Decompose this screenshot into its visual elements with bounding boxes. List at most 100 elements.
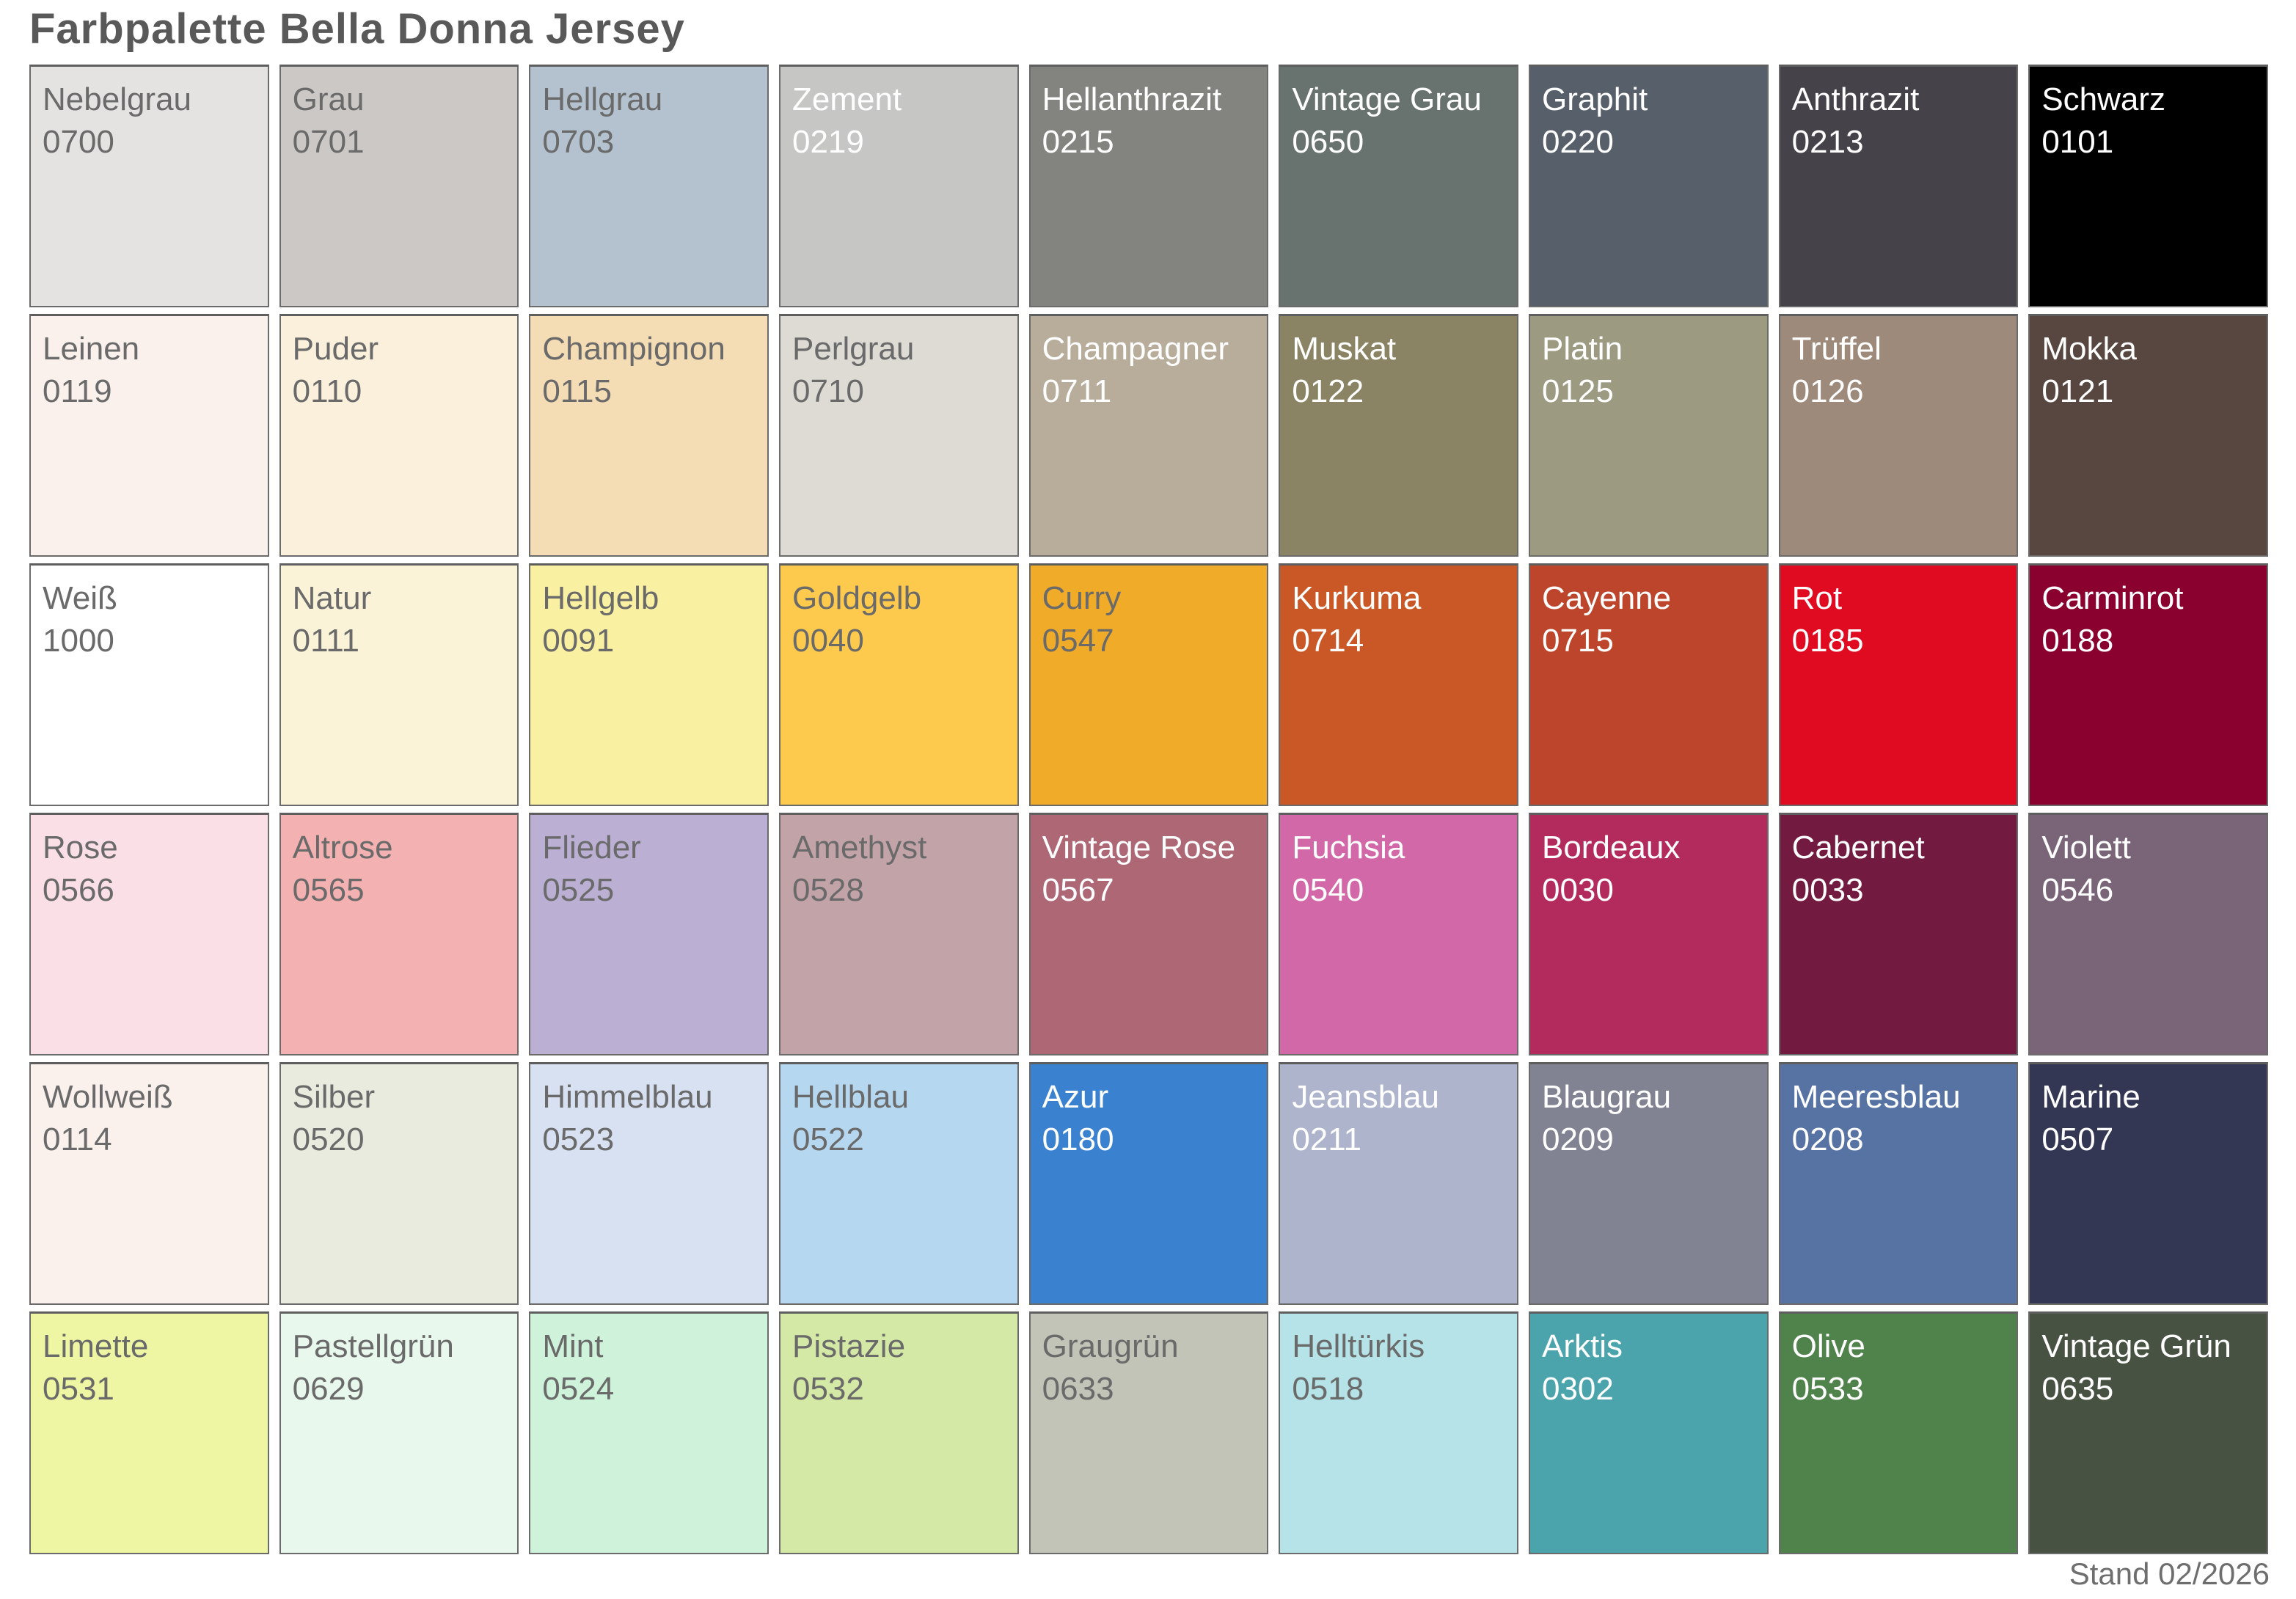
swatch-code: 0522	[791, 1122, 864, 1157]
swatch-hellblau: Hellblau 0522	[778, 1062, 1019, 1305]
swatch-name: Hellgelb	[542, 580, 659, 616]
swatch-code: 0213	[1791, 124, 1864, 160]
swatch-blaugrau: Blaugrau 0209	[1528, 1062, 1769, 1305]
swatch-name: Azur	[1042, 1079, 1109, 1115]
swatch-name: Bordeaux	[1541, 830, 1681, 866]
swatch-name: Fuchsia	[1292, 830, 1405, 866]
swatch-natur: Natur 0111	[279, 563, 519, 806]
swatch-altrose: Altrose 0565	[279, 813, 519, 1055]
swatch-anthrazit: Anthrazit 0213	[1778, 65, 2019, 307]
swatch-name: Perlgrau	[791, 331, 915, 367]
swatch-name: Pastellgrün	[292, 1328, 454, 1364]
swatch-name: Zement	[791, 81, 902, 117]
swatch-perlgrau: Perlgrau 0710	[778, 314, 1019, 557]
swatch-code: 0532	[791, 1371, 864, 1407]
swatch-name: Natur	[292, 580, 372, 616]
swatch-vintage-gruen: Vintage Grün 0635	[2028, 1311, 2268, 1554]
swatch-code: 0114	[43, 1122, 112, 1157]
swatch-champagner: Champagner 0711	[1028, 314, 1269, 557]
swatch-jeansblau: Jeansblau 0211	[1279, 1062, 1518, 1305]
page-title: Farbpalette Bella Donna Jersey	[29, 5, 685, 53]
swatch-code: 0030	[1541, 872, 1614, 908]
swatch-name: Wollweiß	[43, 1079, 173, 1115]
swatch-name: Olive	[1791, 1328, 1865, 1364]
swatch-bordeaux: Bordeaux 0030	[1528, 813, 1769, 1055]
swatch-name: Pistazie	[791, 1328, 906, 1364]
swatch-code: 0565	[292, 872, 365, 908]
swatch-platin: Platin 0125	[1528, 314, 1769, 557]
swatch-code: 0219	[791, 124, 864, 160]
swatch-zement: Zement 0219	[778, 65, 1019, 307]
swatch-code: 0115	[542, 373, 612, 409]
swatch-hellgrau: Hellgrau 0703	[529, 65, 769, 307]
swatch-code: 0507	[2041, 1122, 2114, 1157]
swatch-code: 0126	[1791, 373, 1864, 409]
swatch-flieder: Flieder 0525	[529, 813, 769, 1055]
swatch-goldgelb: Goldgelb 0040	[778, 563, 1019, 806]
swatch-name: Graphit	[1541, 81, 1648, 117]
swatch-name: Platin	[1541, 331, 1623, 367]
swatch-azur: Azur 0180	[1028, 1062, 1269, 1305]
swatch-code: 0710	[791, 373, 864, 409]
swatch-name: Marine	[2041, 1079, 2140, 1115]
swatch-mokka: Mokka 0121	[2028, 314, 2268, 557]
swatch-code: 0714	[1292, 623, 1364, 659]
swatch-helltuerkis: Helltürkis 0518	[1279, 1311, 1518, 1554]
swatch-code: 0185	[1791, 623, 1864, 659]
swatch-name: Hellblau	[791, 1079, 909, 1115]
swatch-name: Curry	[1042, 580, 1122, 616]
swatch-name: Graugrün	[1042, 1328, 1179, 1364]
swatch-name: Himmelblau	[542, 1079, 713, 1115]
swatch-carminrot: Carminrot 0188	[2028, 563, 2268, 806]
swatch-code: 0701	[292, 124, 365, 160]
swatch-code: 0125	[1541, 373, 1614, 409]
swatch-wollweiss: Wollweiß 0114	[29, 1062, 269, 1305]
swatch-name: Limette	[43, 1328, 149, 1364]
swatch-vintage-rose: Vintage Rose 0567	[1028, 813, 1269, 1055]
swatch-code: 0215	[1042, 124, 1114, 160]
swatch-name: Hellgrau	[542, 81, 663, 117]
swatch-marine: Marine 0507	[2028, 1062, 2268, 1305]
swatch-amethyst: Amethyst 0528	[778, 813, 1019, 1055]
swatch-code: 0091	[542, 623, 615, 659]
swatch-code: 0531	[43, 1371, 114, 1407]
swatch-name: Blaugrau	[1541, 1079, 1672, 1115]
swatch-code: 0302	[1541, 1371, 1614, 1407]
swatch-code: 0715	[1541, 623, 1614, 659]
swatch-code: 0110	[292, 373, 362, 409]
swatch-code: 0520	[292, 1122, 365, 1157]
swatch-name: Nebelgrau	[43, 81, 192, 117]
swatch-violett: Violett 0546	[2028, 813, 2268, 1055]
swatch-name: Amethyst	[791, 830, 927, 866]
swatch-code: 0122	[1292, 373, 1364, 409]
palette-grid: Nebelgrau 0700 Grau 0701 Hellgrau 0703 Zement 0…	[29, 65, 2268, 1554]
swatch-name: Leinen	[43, 331, 140, 367]
swatch-curry: Curry 0547	[1028, 563, 1269, 806]
swatch-name: Silber	[292, 1079, 376, 1115]
swatch-code: 0700	[43, 124, 114, 160]
swatch-pastellgruen: Pastellgrün 0629	[279, 1311, 519, 1554]
swatch-graphit: Graphit 0220	[1528, 65, 1769, 307]
swatch-name: Grau	[292, 81, 365, 117]
swatch-name: Champagner	[1042, 331, 1229, 367]
swatch-code: 0533	[1791, 1371, 1864, 1407]
swatch-code: 0703	[542, 124, 615, 160]
swatch-code: 0546	[2041, 872, 2114, 908]
swatch-meeresblau: Meeresblau 0208	[1778, 1062, 2019, 1305]
swatch-name: Mint	[542, 1328, 604, 1364]
swatch-code: 0633	[1042, 1371, 1114, 1407]
swatch-hellanthrazit: Hellanthrazit 0215	[1028, 65, 1269, 307]
swatch-name: Cabernet	[1791, 830, 1925, 866]
swatch-name: Helltürkis	[1292, 1328, 1425, 1364]
swatch-trueffel: Trüffel 0126	[1778, 314, 2019, 557]
swatch-name: Meeresblau	[1791, 1079, 1961, 1115]
swatch-name: Kurkuma	[1292, 580, 1422, 616]
swatch-code: 0518	[1292, 1371, 1364, 1407]
swatch-rose: Rose 0566	[29, 813, 269, 1055]
swatch-code: 0033	[1791, 872, 1864, 908]
swatch-schwarz: Schwarz 0101	[2028, 65, 2268, 307]
swatch-code: 0180	[1042, 1122, 1114, 1157]
swatch-name: Vintage Grün	[2041, 1328, 2231, 1364]
swatch-graugruen: Graugrün 0633	[1028, 1311, 1269, 1554]
